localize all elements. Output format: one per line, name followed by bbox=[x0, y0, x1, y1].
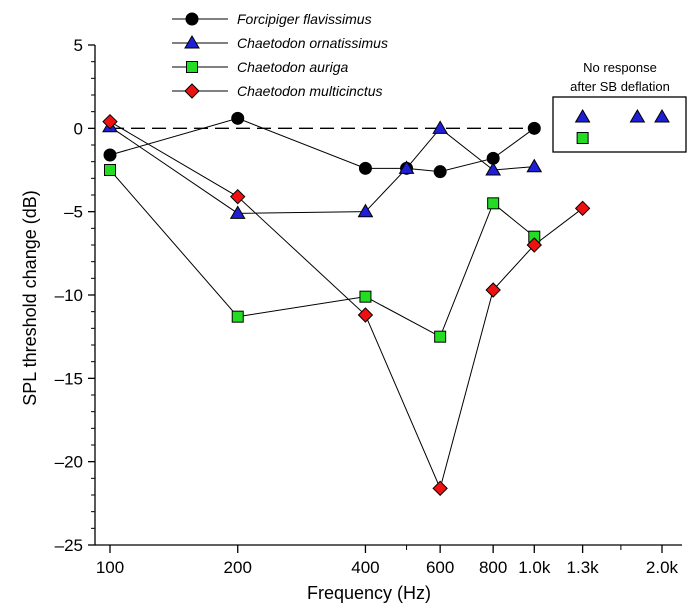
no-response-marker bbox=[654, 109, 670, 123]
no-response-label-line1: No response bbox=[583, 60, 657, 75]
x-axis-ticks: 100 200 400 600 800 1.0k 1.3k 2.0k bbox=[96, 545, 679, 577]
data-point bbox=[231, 111, 245, 125]
markers-chaetodon-ornatissimus bbox=[102, 118, 543, 219]
y-tick-label: 0 bbox=[74, 119, 83, 138]
x-tick-label: 100 bbox=[96, 558, 124, 577]
series-forcipiger-flavissimus bbox=[109, 117, 535, 173]
legend-label: Forcipiger flavissimus bbox=[237, 11, 372, 27]
y-axis-ticks: 5 0 –5 –10 –15 –20 –25 bbox=[55, 36, 95, 555]
data-point bbox=[231, 310, 244, 323]
legend-marker bbox=[185, 12, 199, 26]
series-line bbox=[109, 121, 583, 490]
data-point bbox=[104, 164, 116, 176]
data-point bbox=[359, 290, 372, 303]
legend-marker bbox=[184, 35, 200, 49]
series-chaetodon-ornatissimus bbox=[109, 126, 535, 214]
data-point bbox=[102, 113, 118, 130]
data-point bbox=[398, 160, 415, 174]
legend-marker bbox=[186, 61, 198, 73]
legend-label: Chaetodon multicinctus bbox=[237, 83, 383, 99]
x-tick-label: 1.0k bbox=[518, 558, 551, 577]
data-point bbox=[357, 203, 374, 218]
no-response-marker bbox=[574, 109, 591, 123]
y-tick-label: –5 bbox=[64, 203, 83, 222]
x-axis-title: Frequency (Hz) bbox=[307, 583, 431, 603]
no-response-label-line2: after SB deflation bbox=[570, 79, 670, 94]
data-point bbox=[485, 162, 502, 176]
x-tick-label: 200 bbox=[224, 558, 252, 577]
y-axis-title: SPL threshold change (dB) bbox=[20, 190, 40, 405]
data-point bbox=[230, 188, 246, 205]
series-line bbox=[109, 169, 535, 338]
markers-chaetodon-multicinctus bbox=[102, 113, 591, 497]
data-point bbox=[432, 120, 449, 134]
series-chaetodon-auriga bbox=[109, 169, 535, 338]
legend-label: Chaetodon auriga bbox=[237, 59, 349, 75]
data-point bbox=[433, 165, 447, 179]
data-point bbox=[358, 161, 372, 175]
y-tick-label: –10 bbox=[55, 286, 83, 305]
plot-frame bbox=[94, 45, 682, 546]
data-point bbox=[432, 480, 448, 497]
no-response-box: No response after SB deflation bbox=[552, 60, 687, 153]
series-line bbox=[109, 117, 535, 173]
legend: Forcipiger flavissimus Chaetodon ornatiss… bbox=[172, 11, 388, 99]
y-tick-label: 5 bbox=[74, 36, 83, 55]
data-point bbox=[229, 205, 246, 219]
no-response-frame bbox=[552, 96, 687, 153]
y-tick-label: –15 bbox=[55, 369, 83, 388]
data-point bbox=[526, 237, 542, 253]
x-tick-label: 400 bbox=[351, 558, 379, 577]
data-point bbox=[103, 148, 117, 162]
data-point bbox=[526, 158, 543, 173]
data-point bbox=[434, 330, 447, 343]
markers-chaetodon-auriga bbox=[104, 164, 541, 343]
no-response-marker bbox=[576, 132, 589, 144]
legend-marker bbox=[184, 83, 200, 99]
x-tick-label: 2.0k bbox=[646, 558, 679, 577]
x-tick-label: 800 bbox=[479, 558, 507, 577]
markers-forcipiger-flavissimus bbox=[103, 111, 541, 179]
series-line bbox=[109, 126, 535, 214]
no-response-marker bbox=[629, 109, 646, 123]
legend-label: Chaetodon ornatissimus bbox=[237, 35, 388, 51]
x-tick-label: 1.3k bbox=[567, 558, 600, 577]
data-point bbox=[574, 200, 591, 217]
series-chaetodon-multicinctus bbox=[109, 121, 583, 490]
y-tick-label: –25 bbox=[55, 536, 83, 555]
x-tick-label: 600 bbox=[426, 558, 454, 577]
data-point bbox=[357, 307, 374, 323]
data-point bbox=[485, 282, 501, 298]
series-layer bbox=[102, 111, 591, 497]
y-tick-label: –20 bbox=[55, 453, 83, 472]
data-point bbox=[487, 197, 500, 210]
data-point bbox=[527, 121, 541, 135]
